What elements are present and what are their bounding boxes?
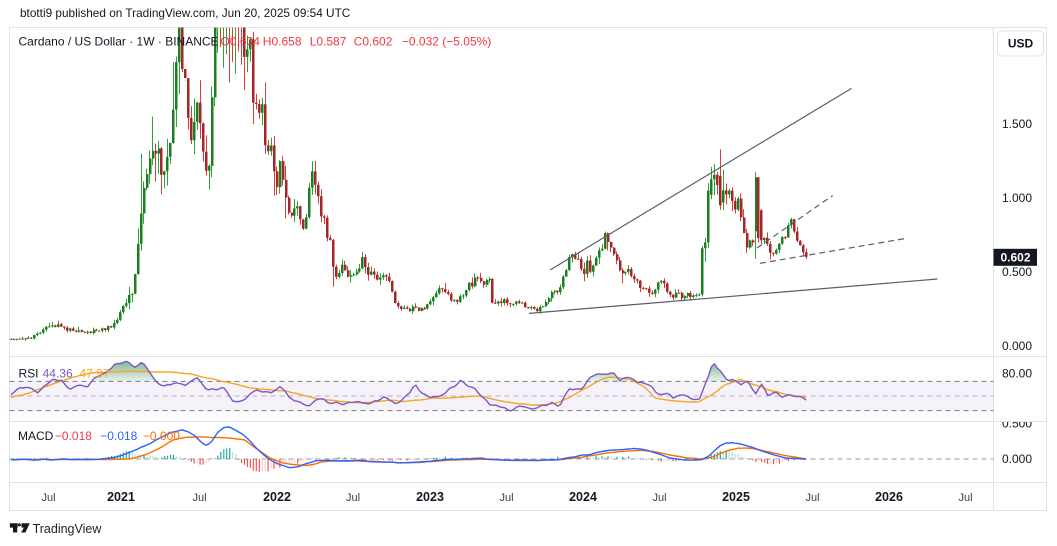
svg-text:2022: 2022 [263, 490, 291, 504]
svg-text:2024: 2024 [569, 490, 597, 504]
svg-text:0.500: 0.500 [1002, 417, 1032, 431]
svg-text:Jul: Jul [192, 492, 206, 504]
svg-text:2026: 2026 [875, 490, 903, 504]
svg-text:2025: 2025 [722, 490, 750, 504]
svg-text:0.602: 0.602 [1000, 251, 1030, 265]
svg-text:1.500: 1.500 [1002, 117, 1032, 131]
svg-text:Jul: Jul [346, 492, 360, 504]
svg-text:2023: 2023 [416, 490, 444, 504]
svg-text:btotti9 published on TradingVi: btotti9 published on TradingView.com, Ju… [20, 6, 351, 20]
svg-text:2021: 2021 [107, 490, 135, 504]
svg-text:80.00: 80.00 [1002, 367, 1032, 381]
svg-text:1.000: 1.000 [1002, 191, 1032, 205]
svg-text:Jul: Jul [499, 492, 513, 504]
svg-text:0.000: 0.000 [1002, 452, 1032, 466]
svg-text:TradingView: TradingView [33, 522, 103, 536]
svg-text:Jul: Jul [805, 492, 819, 504]
svg-text:0.500: 0.500 [1002, 265, 1032, 279]
svg-text:Jul: Jul [652, 492, 666, 504]
svg-text:Jul: Jul [958, 492, 972, 504]
svg-text:Jul: Jul [41, 492, 55, 504]
svg-text:USD: USD [1008, 37, 1034, 51]
svg-text:Cardano / US Dollar · 1W · BIN: Cardano / US Dollar · 1W · BINANCE O0.634… [19, 35, 492, 49]
svg-text:0.000: 0.000 [1002, 339, 1032, 353]
